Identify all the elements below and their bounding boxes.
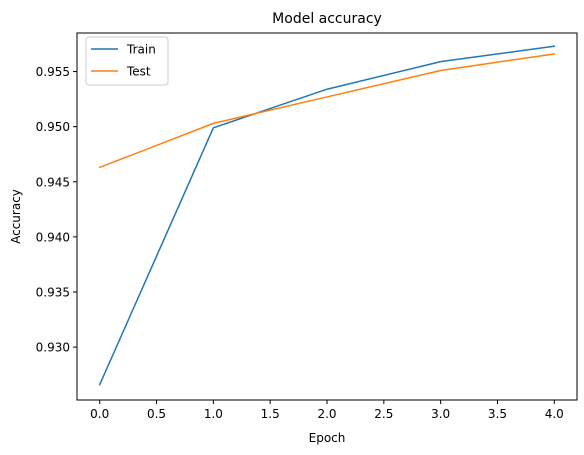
y-tick-label: 0.930 — [36, 341, 70, 355]
legend: Train Test — [85, 36, 169, 86]
x-tick-label: 0.0 — [90, 407, 109, 421]
y-axis-ticks: 0.930 0.935 0.940 0.945 0.950 0.955 — [36, 65, 77, 355]
x-axis-label: Epoch — [309, 431, 346, 445]
x-tick-label: 2.5 — [374, 407, 393, 421]
plot-frame — [76, 32, 578, 401]
x-tick-label: 1.0 — [204, 407, 223, 421]
x-tick-label: 2.0 — [317, 407, 336, 421]
legend-label-train: Train — [126, 43, 156, 57]
y-tick-label: 0.945 — [36, 175, 70, 189]
y-axis-label: Accuracy — [9, 189, 23, 244]
x-axis-ticks: 0.0 0.5 1.0 1.5 2.0 2.5 3.0 3.5 4.0 — [90, 400, 564, 421]
x-tick-label: 3.5 — [488, 407, 507, 421]
y-tick-label: 0.950 — [36, 120, 70, 134]
x-tick-label: 4.0 — [545, 407, 564, 421]
x-tick-label: 3.0 — [431, 407, 450, 421]
series-line-test — [98, 53, 556, 169]
x-tick-label: 1.5 — [261, 407, 280, 421]
legend-label-test: Test — [126, 65, 151, 79]
y-tick-label: 0.935 — [36, 285, 70, 299]
series-layer — [98, 45, 556, 386]
y-tick-label: 0.940 — [36, 230, 70, 244]
chart-title: Model accuracy — [272, 11, 382, 27]
y-tick-label: 0.955 — [36, 65, 70, 79]
x-tick-label: 0.5 — [147, 407, 166, 421]
series-line-train — [98, 45, 556, 386]
